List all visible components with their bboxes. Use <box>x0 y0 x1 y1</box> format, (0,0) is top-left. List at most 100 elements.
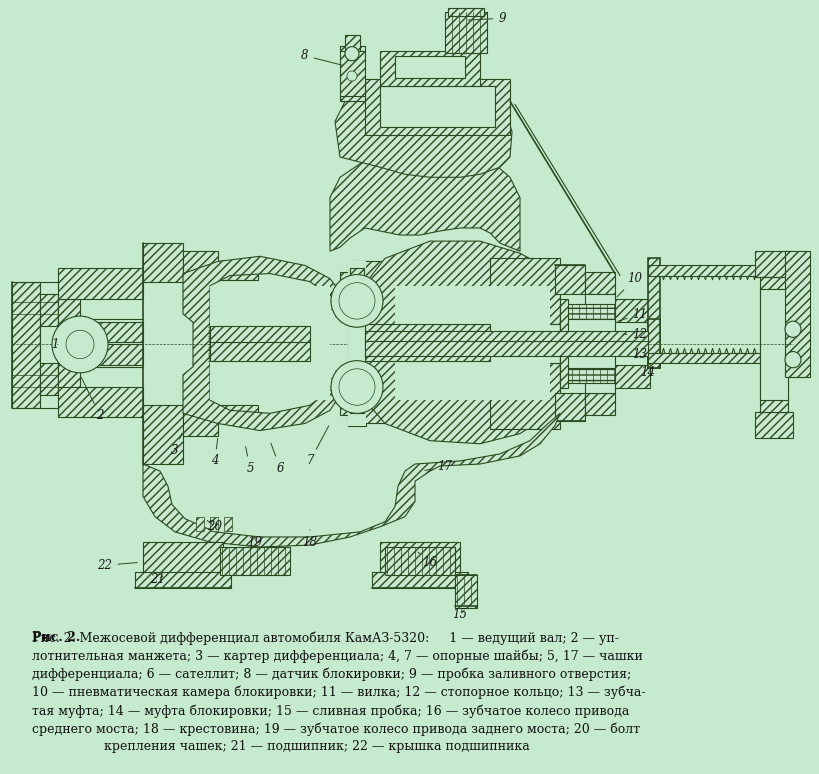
Bar <box>350 269 364 319</box>
Bar <box>559 353 619 383</box>
Bar <box>143 406 183 464</box>
Text: 17: 17 <box>424 460 452 473</box>
Polygon shape <box>364 241 559 444</box>
Bar <box>350 363 364 413</box>
Text: 22: 22 <box>97 559 137 572</box>
Text: 6: 6 <box>270 444 283 474</box>
Bar <box>554 393 584 422</box>
Bar <box>58 269 143 299</box>
Bar <box>210 517 218 531</box>
Bar <box>490 259 559 324</box>
Bar <box>372 573 468 587</box>
Bar <box>647 265 762 276</box>
Circle shape <box>52 316 108 373</box>
Circle shape <box>784 321 800 337</box>
Bar <box>759 289 787 400</box>
Bar <box>58 322 143 342</box>
Text: 8: 8 <box>301 50 342 65</box>
Text: Рис. 2.: Рис. 2. <box>32 632 80 644</box>
Bar <box>340 393 364 416</box>
Text: 3: 3 <box>171 433 182 457</box>
Polygon shape <box>183 256 340 430</box>
Bar <box>379 50 479 86</box>
Bar <box>559 299 568 388</box>
Bar <box>364 342 490 361</box>
Bar <box>40 326 58 363</box>
Bar <box>614 322 649 365</box>
Bar <box>754 413 792 437</box>
Bar <box>364 79 509 135</box>
Bar <box>395 286 550 400</box>
Bar <box>196 517 204 531</box>
Text: 19: 19 <box>247 536 262 549</box>
Bar <box>447 8 483 16</box>
Text: Рис. 2. Межосевой дифференциал автомобиля КамАЗ-5320:     1 — ведущий вал; 2 — у: Рис. 2. Межосевой дифференциал автомобил… <box>32 632 645 753</box>
Text: 4: 4 <box>211 438 219 467</box>
Text: 14: 14 <box>640 366 654 385</box>
Bar <box>455 575 477 608</box>
Bar <box>554 265 584 294</box>
Text: 12: 12 <box>622 328 647 341</box>
Bar <box>364 324 490 342</box>
Bar <box>347 262 365 426</box>
Bar <box>364 341 647 355</box>
Text: 20: 20 <box>207 520 222 533</box>
Bar <box>347 262 365 426</box>
Text: 9: 9 <box>467 12 505 25</box>
Bar <box>143 542 223 577</box>
Circle shape <box>784 351 800 368</box>
Polygon shape <box>335 79 511 177</box>
Bar <box>218 406 258 423</box>
Text: 18: 18 <box>302 529 317 549</box>
Bar <box>183 252 218 273</box>
Bar <box>143 243 183 282</box>
Bar <box>490 324 559 363</box>
Bar <box>58 299 80 324</box>
Bar <box>210 342 310 361</box>
Bar <box>445 12 486 53</box>
Text: 5: 5 <box>245 447 253 474</box>
Bar <box>647 319 659 368</box>
Bar <box>340 46 364 101</box>
Bar <box>364 401 395 423</box>
Circle shape <box>345 46 359 61</box>
Bar <box>364 262 395 284</box>
Bar <box>584 272 614 294</box>
Polygon shape <box>329 147 519 252</box>
Bar <box>12 282 40 409</box>
Text: 13: 13 <box>631 348 649 365</box>
Bar <box>647 353 762 363</box>
Circle shape <box>338 368 374 406</box>
Bar <box>58 387 143 417</box>
Text: 15: 15 <box>452 608 467 622</box>
Text: 1: 1 <box>51 338 59 351</box>
Bar <box>559 319 619 368</box>
Bar <box>759 276 787 413</box>
Bar <box>647 259 659 368</box>
Circle shape <box>346 71 356 81</box>
Text: 2: 2 <box>81 378 104 422</box>
Circle shape <box>66 330 94 358</box>
Bar <box>224 517 232 531</box>
Bar <box>614 299 649 388</box>
Text: 21: 21 <box>151 573 165 586</box>
Bar <box>218 262 258 279</box>
Bar <box>135 573 231 587</box>
Text: 7: 7 <box>305 426 328 467</box>
Bar <box>395 56 464 78</box>
Bar <box>219 547 290 575</box>
Circle shape <box>331 275 382 327</box>
Bar <box>340 272 364 294</box>
Bar <box>40 294 58 395</box>
Bar <box>490 363 559 429</box>
Bar <box>379 542 459 577</box>
Text: 16: 16 <box>418 552 437 569</box>
Polygon shape <box>143 413 559 547</box>
Bar <box>379 86 495 127</box>
Bar <box>784 252 809 377</box>
Bar <box>345 36 360 50</box>
Text: 10: 10 <box>616 272 642 297</box>
Bar <box>58 344 143 365</box>
Bar <box>584 294 614 393</box>
Bar <box>559 304 619 334</box>
